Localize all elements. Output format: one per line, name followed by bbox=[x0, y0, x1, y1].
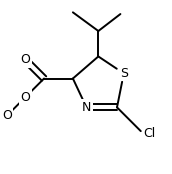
Text: Cl: Cl bbox=[143, 127, 155, 140]
Text: O: O bbox=[20, 53, 30, 66]
Text: O: O bbox=[20, 91, 30, 104]
Text: S: S bbox=[120, 67, 128, 80]
Text: N: N bbox=[82, 101, 91, 114]
Text: O: O bbox=[2, 109, 12, 122]
